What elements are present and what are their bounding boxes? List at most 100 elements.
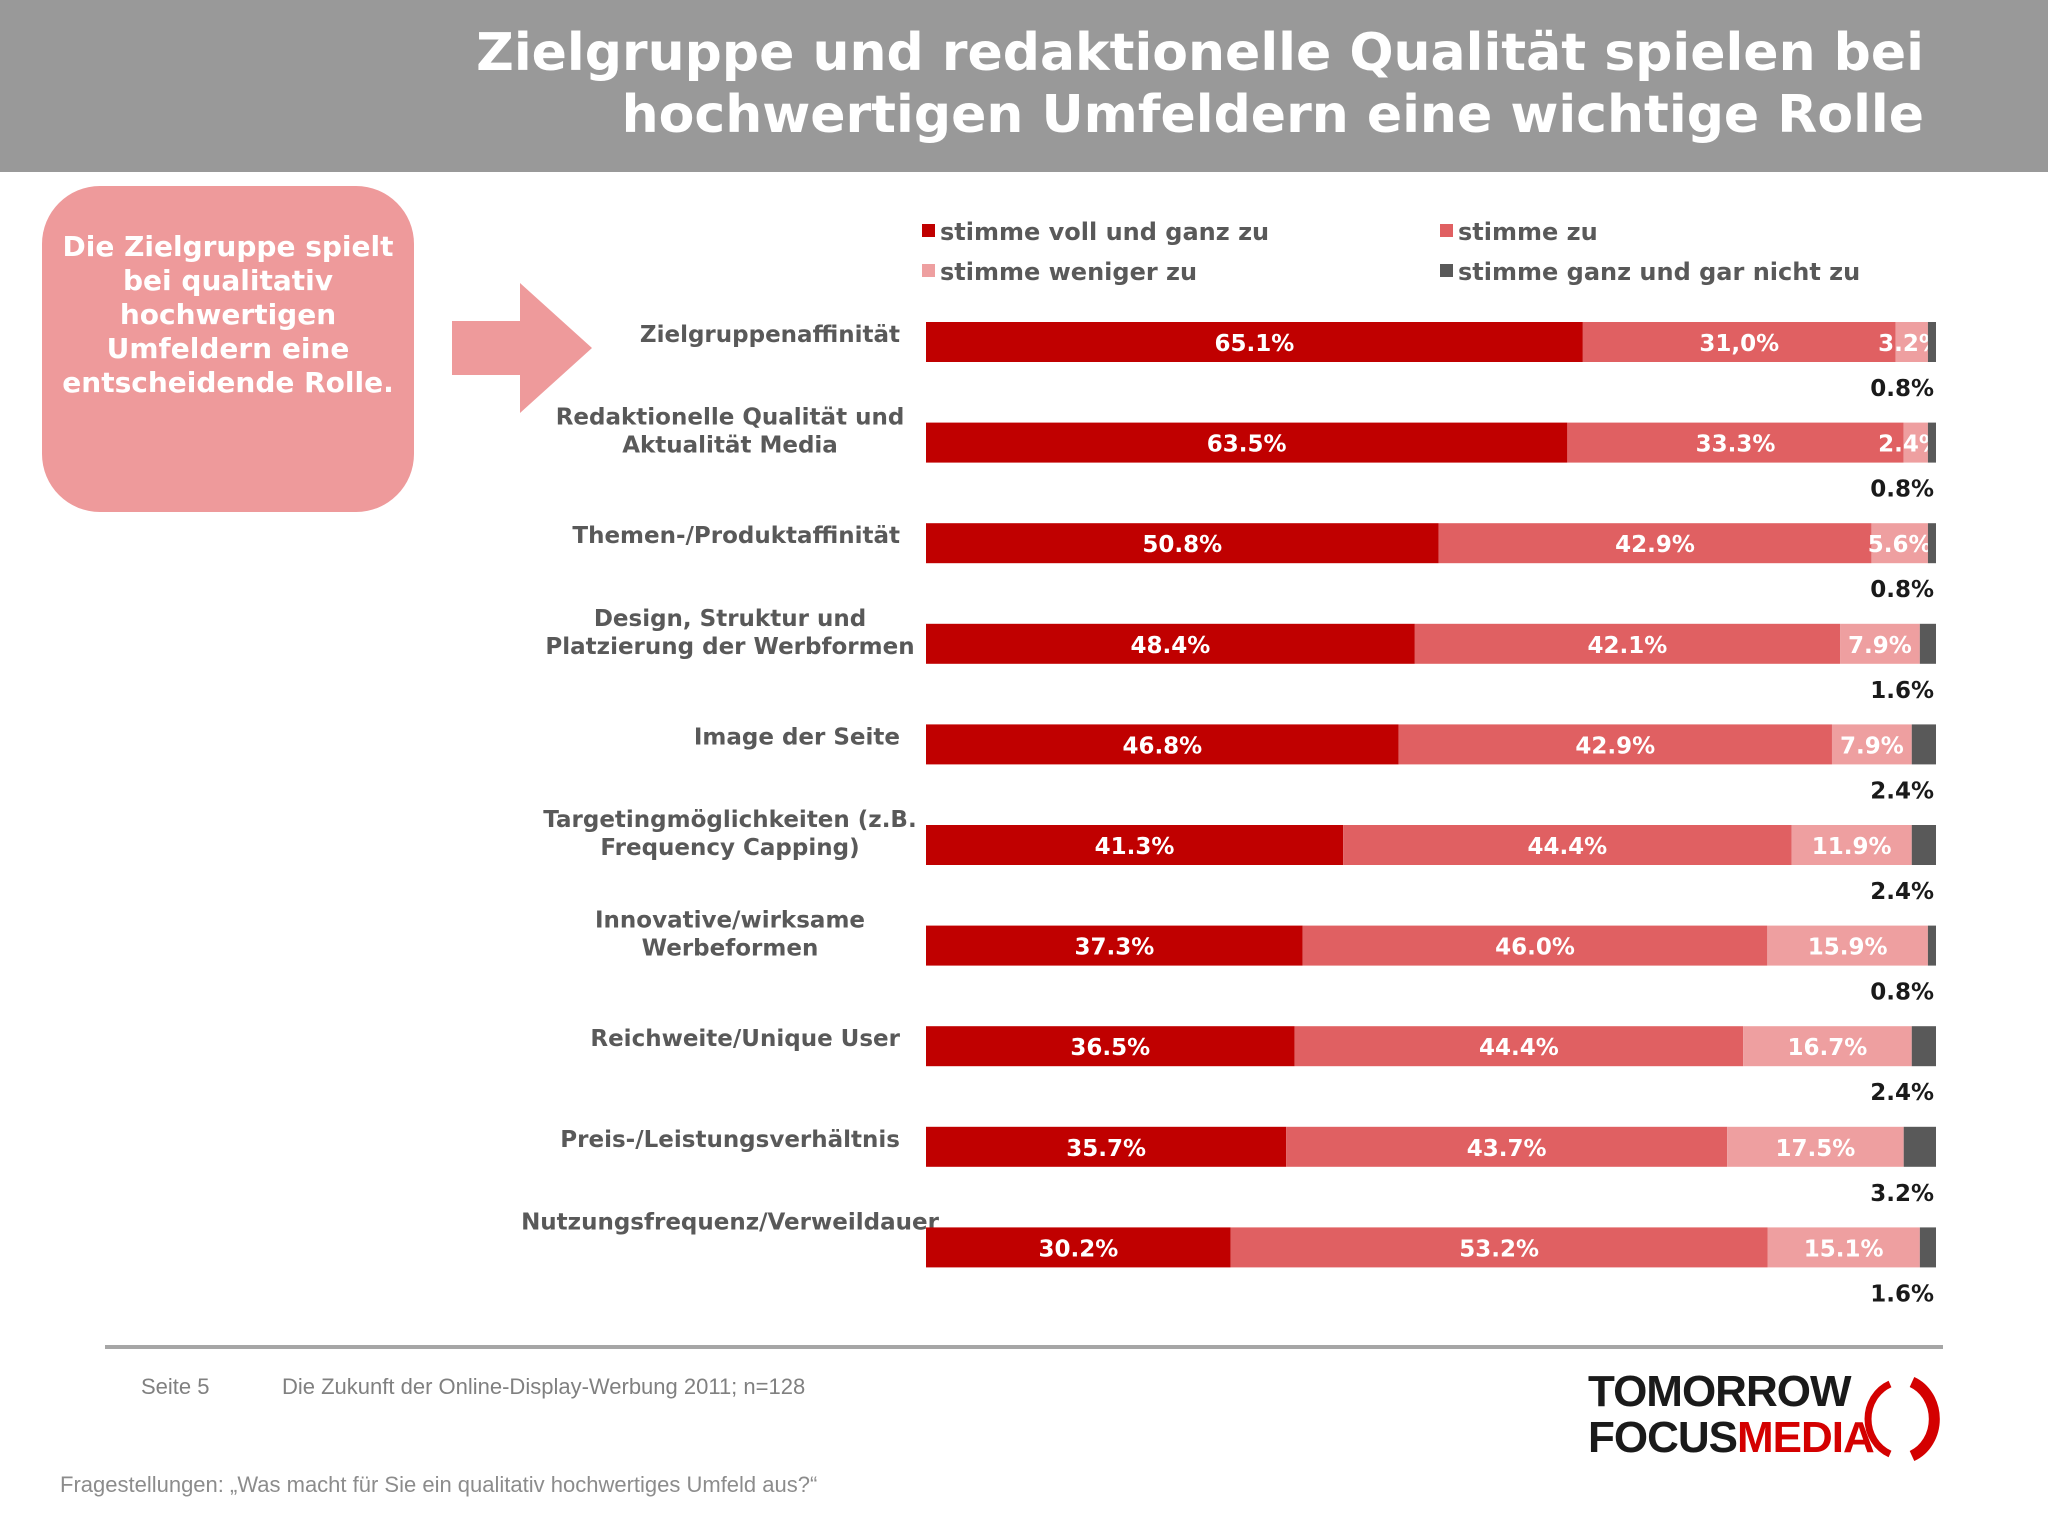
data-label-outside: 0.8% bbox=[1870, 477, 1934, 503]
data-label: 63.5% bbox=[1207, 432, 1287, 458]
bar-segment bbox=[1767, 1227, 1920, 1268]
data-label: 16.7% bbox=[1788, 1035, 1868, 1061]
bar-segment bbox=[926, 322, 1583, 362]
data-label-outside: 0.8% bbox=[1870, 376, 1934, 402]
footer-divider bbox=[105, 1345, 1943, 1349]
bar-segment bbox=[1294, 1026, 1744, 1067]
data-label-outside: 1.6% bbox=[1870, 678, 1934, 704]
data-label: 44.4% bbox=[1527, 834, 1607, 860]
header-bar: Zielgruppe und redaktionelle Qualität sp… bbox=[0, 0, 2048, 172]
bar-segment bbox=[1398, 724, 1832, 765]
company-logo: TOMORROW FOCUSMEDIA bbox=[1588, 1370, 1948, 1470]
data-label: 41.3% bbox=[1095, 834, 1175, 860]
category-label: Nutzungsfrequenz/Verweildauer bbox=[521, 1209, 940, 1235]
data-label: 35.7% bbox=[1066, 1136, 1146, 1162]
data-label: 42.9% bbox=[1575, 733, 1655, 759]
logo-mark-icon bbox=[1864, 1376, 1940, 1462]
data-label-outside: 2.4% bbox=[1870, 1080, 1934, 1106]
data-label: 30.2% bbox=[1038, 1236, 1118, 1262]
legend-swatch bbox=[1440, 224, 1453, 237]
page-title-line-2: hochwertigen Umfeldern eine wichtige Rol… bbox=[621, 85, 1924, 145]
data-label: 43.7% bbox=[1467, 1136, 1547, 1162]
category-label: Design, Struktur und bbox=[594, 606, 866, 632]
data-label: 50.8% bbox=[1142, 532, 1222, 558]
survey-question: Fragestellungen: „Was macht für Sie ein … bbox=[60, 1472, 818, 1497]
data-label: 46.0% bbox=[1495, 935, 1575, 961]
bar-segment bbox=[1343, 825, 1792, 865]
bar-segment bbox=[926, 523, 1439, 564]
bar-segment bbox=[1438, 523, 1872, 564]
legend-swatch bbox=[1440, 264, 1453, 277]
bar-segment bbox=[926, 1126, 1287, 1167]
data-label-outside: 1.6% bbox=[1870, 1281, 1934, 1307]
category-label: Preis-/Leistungsverhältnis bbox=[560, 1127, 900, 1153]
category-label: Zielgruppenaffinität bbox=[640, 322, 900, 348]
data-label: 17.5% bbox=[1776, 1136, 1856, 1162]
logo-media: MEDIA bbox=[1737, 1413, 1875, 1462]
bar-segment bbox=[1927, 523, 1936, 564]
bar-segment bbox=[1840, 623, 1920, 664]
arrow-right-icon bbox=[452, 283, 592, 413]
logo-focus: FOCUS bbox=[1588, 1413, 1738, 1462]
bar-segment bbox=[926, 825, 1344, 865]
data-label: 48.4% bbox=[1131, 633, 1211, 659]
page-title: Zielgruppe und redaktionelle Qualität sp… bbox=[224, 22, 1924, 146]
bar-segment bbox=[926, 422, 1568, 463]
bar-segment bbox=[1302, 925, 1768, 966]
data-label: 33.3% bbox=[1696, 432, 1776, 458]
bar-segment bbox=[1911, 825, 1936, 865]
bar-segment bbox=[1727, 1126, 1904, 1167]
category-label: Innovative/wirksame bbox=[595, 908, 865, 934]
data-label: 15.9% bbox=[1808, 935, 1888, 961]
category-label: Targetingmöglichkeiten (z.B. bbox=[543, 807, 916, 833]
data-label-outside: 2.4% bbox=[1870, 879, 1934, 905]
bar-segment bbox=[1927, 422, 1936, 463]
callout-box: Die Zielgruppe spielt bei qualitativ hoc… bbox=[42, 186, 414, 512]
category-label: Reichweite/Unique User bbox=[590, 1026, 900, 1052]
data-label: 37.3% bbox=[1074, 935, 1154, 961]
data-label: 44.4% bbox=[1479, 1035, 1559, 1061]
bar-segment bbox=[926, 623, 1415, 664]
data-label: 65.1% bbox=[1215, 331, 1295, 357]
category-label: Aktualität Media bbox=[622, 433, 838, 459]
category-label: Image der Seite bbox=[694, 724, 900, 750]
logo-line-2: FOCUSMEDIA bbox=[1588, 1413, 1875, 1462]
data-label: 42.1% bbox=[1588, 633, 1668, 659]
data-label: 5.6% bbox=[1868, 532, 1932, 558]
data-label-outside: 2.4% bbox=[1870, 778, 1934, 804]
logo-line-1: TOMORROW bbox=[1588, 1367, 1851, 1416]
category-label: Werbeformen bbox=[642, 936, 819, 962]
data-label: 42.9% bbox=[1615, 532, 1695, 558]
category-label: Platzierung der Werbformen bbox=[545, 634, 914, 660]
bar-segment bbox=[1831, 724, 1912, 765]
category-label: Themen-/Produktaffinität bbox=[572, 523, 900, 549]
bar-segment bbox=[1791, 825, 1912, 865]
data-label-outside: 0.8% bbox=[1870, 577, 1934, 603]
legend-swatch bbox=[922, 264, 935, 277]
data-label: 15.1% bbox=[1804, 1236, 1884, 1262]
bar-segment bbox=[926, 925, 1303, 966]
bar-segment bbox=[1903, 1126, 1936, 1167]
legend-label: stimme ganz und gar nicht zu bbox=[1458, 258, 1860, 286]
bar-segment bbox=[1871, 523, 1928, 564]
legend-label: stimme weniger zu bbox=[940, 258, 1197, 286]
category-label: Redaktionelle Qualität und bbox=[556, 405, 905, 431]
data-label: 46.8% bbox=[1122, 733, 1202, 759]
bar-segment bbox=[1911, 724, 1936, 765]
data-label: 11.9% bbox=[1812, 834, 1892, 860]
bar-segment bbox=[1903, 422, 1928, 463]
data-label: 31,0% bbox=[1699, 331, 1779, 357]
legend-label: stimme voll und ganz zu bbox=[940, 218, 1269, 246]
data-label-outside: 3.2% bbox=[1870, 1181, 1934, 1207]
stacked-bar-chart: stimme voll und ganz zu stimme zu stimme w… bbox=[521, 218, 1936, 1308]
data-label: 36.5% bbox=[1070, 1035, 1150, 1061]
source-note: Die Zukunft der Online-Display-Werbung 2… bbox=[282, 1374, 806, 1399]
bar-segment bbox=[1895, 322, 1928, 362]
bar-segment bbox=[1743, 1026, 1912, 1067]
bar-segment bbox=[1567, 422, 1904, 463]
bar-segment bbox=[1414, 623, 1841, 664]
data-label-outside: 0.8% bbox=[1870, 980, 1934, 1006]
data-label: 7.9% bbox=[1848, 633, 1912, 659]
bar-segment bbox=[1927, 322, 1936, 362]
bar-segment bbox=[1919, 1227, 1936, 1268]
